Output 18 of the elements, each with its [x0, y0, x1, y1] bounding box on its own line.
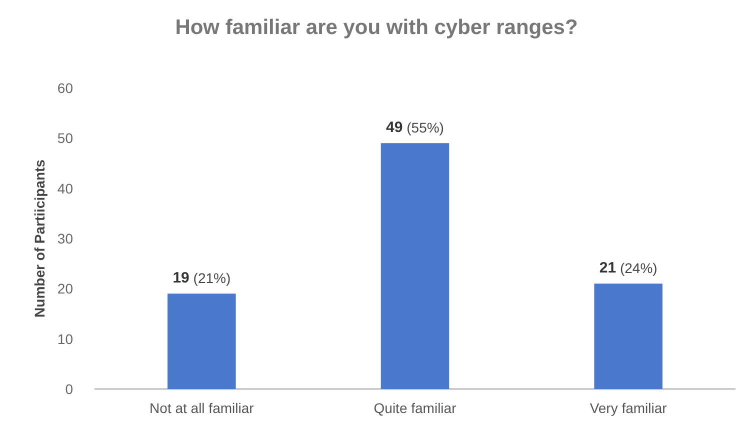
bar	[380, 143, 450, 389]
data-label: 21 (24%)	[599, 260, 658, 277]
y-tick-label: 50	[57, 130, 74, 146]
y-tick-label: 0	[65, 381, 74, 397]
bar	[594, 284, 662, 389]
x-tick-label: Very familiar	[590, 400, 668, 416]
y-tick-label: 20	[57, 280, 74, 297]
y-axis-title: Number of Partiicipants	[32, 159, 48, 318]
data-label: 49 (55%)	[386, 119, 444, 136]
x-tick-label: Not at all familiar	[150, 400, 254, 416]
y-tick-label: 30	[57, 230, 74, 246]
data-label: 19 (21%)	[172, 270, 231, 287]
y-tick-label: 60	[57, 80, 74, 96]
bar	[168, 294, 236, 389]
y-tick-label: 40	[57, 180, 74, 196]
y-tick-label: 10	[57, 330, 74, 347]
chart-title: How familiar are you with cyber ranges?	[175, 16, 578, 39]
x-tick-label: Quite familiar	[374, 400, 457, 416]
